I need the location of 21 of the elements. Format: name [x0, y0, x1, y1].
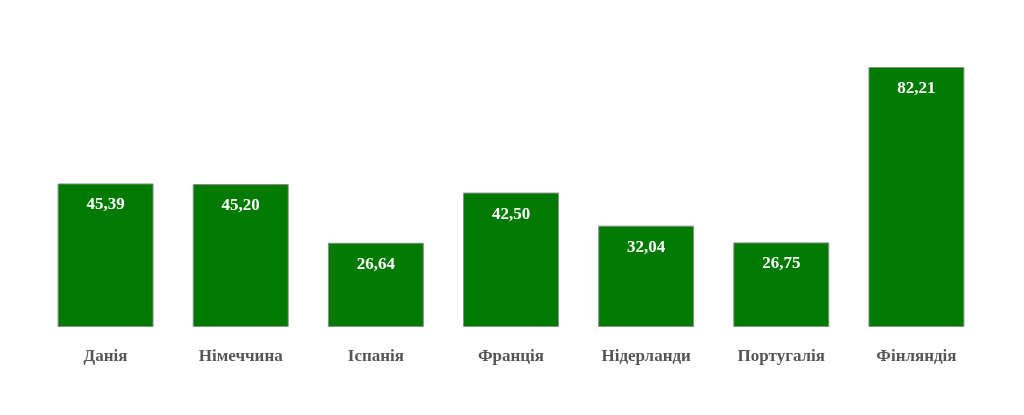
x-tick-label: Португалія	[737, 346, 825, 365]
data-label: 26,64	[356, 253, 396, 273]
bar	[598, 225, 695, 327]
data-label: 42,50	[491, 203, 531, 223]
bar	[192, 184, 289, 327]
data-label: 32,04	[627, 236, 666, 256]
x-tick-label: Фінляндія	[876, 346, 957, 365]
data-label: 26,75	[762, 253, 801, 273]
bar	[57, 183, 154, 327]
data-label: 45,39	[86, 194, 125, 214]
data-label: 45,20	[221, 195, 260, 215]
bar	[327, 242, 424, 327]
bar	[868, 67, 965, 327]
x-tick-label: Нідерланди	[601, 346, 692, 365]
bar	[463, 192, 559, 327]
x-tick-label: Данія	[83, 346, 128, 365]
data-label: 82,21	[897, 78, 936, 97]
x-tick-label: Франція	[477, 346, 545, 365]
x-tick-label: Німеччина	[198, 346, 284, 365]
x-tick-label: Іспанія	[347, 346, 404, 365]
bar	[733, 242, 830, 327]
